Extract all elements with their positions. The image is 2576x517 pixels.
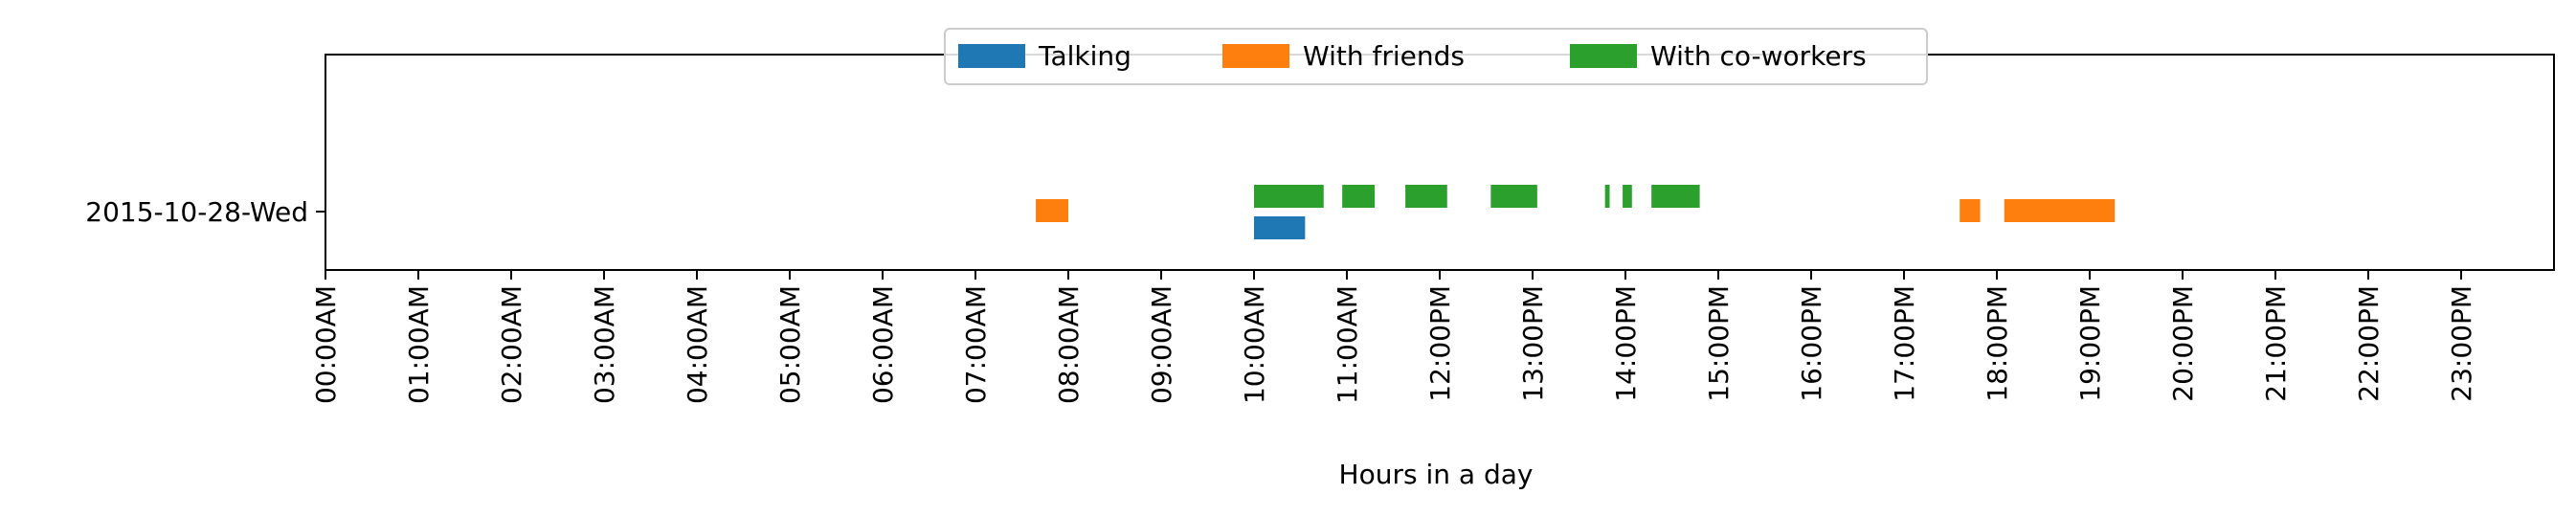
bar-with-friends-2 (2004, 199, 2116, 222)
bar-with-co-workers-4 (1604, 185, 1610, 208)
legend: Talking With friends With co-workers (944, 28, 1928, 85)
legend-items: Talking With friends With co-workers (958, 40, 1867, 72)
bar-with-co-workers-6 (1651, 185, 1700, 208)
y-axis: 2015-10-28-Wed (85, 196, 325, 228)
legend-swatch (1222, 44, 1289, 68)
x-tick-label: 14:00PM (1610, 285, 1642, 402)
bars-layer (1036, 185, 2116, 239)
x-tick-label: 15:00PM (1703, 285, 1735, 402)
bar-with-co-workers-2 (1405, 185, 1447, 208)
x-tick-label: 00:00AM (310, 285, 342, 404)
x-tick-label: 18:00PM (1982, 285, 2013, 402)
bar-with-co-workers-3 (1490, 185, 1537, 208)
x-tick-label: 08:00AM (1053, 285, 1085, 404)
x-axis-label: Hours in a day (1339, 459, 1534, 490)
x-tick-label: 10:00AM (1239, 285, 1270, 404)
x-tick-label: 13:00PM (1517, 285, 1549, 402)
x-tick-label: 07:00AM (960, 285, 992, 404)
x-tick-label: 23:00PM (2446, 285, 2477, 402)
x-tick-label: 21:00PM (2260, 285, 2292, 402)
legend-label: With friends (1303, 40, 1465, 72)
x-tick-label: 22:00PM (2353, 285, 2385, 402)
bar-with-co-workers-0 (1254, 185, 1324, 208)
legend-swatch (1570, 44, 1637, 68)
x-tick-label: 02:00AM (496, 285, 527, 404)
x-tick-label: 01:00AM (403, 285, 435, 404)
x-tick-label: 19:00PM (2074, 285, 2106, 402)
plot-frame (325, 54, 2555, 271)
bar-with-friends-1 (1960, 199, 1981, 222)
bar-with-co-workers-1 (1342, 185, 1376, 208)
bar-talking-0 (1254, 216, 1306, 239)
x-tick-label: 05:00AM (774, 285, 806, 404)
bar-with-friends-0 (1036, 199, 1068, 222)
x-tick-label: 17:00PM (1889, 285, 1920, 402)
x-tick-label: 12:00PM (1424, 285, 1456, 402)
x-tick-label: 09:00AM (1146, 285, 1177, 404)
x-axis: 00:00AM 01:00AM 02:00AM 03:00AM 04:00AM 05:00… (310, 270, 2477, 404)
x-tick-label: 20:00PM (2167, 285, 2199, 402)
x-tick-label: 04:00AM (682, 285, 713, 404)
y-tick-label: 2015-10-28-Wed (85, 196, 308, 228)
x-tick-label: 16:00PM (1796, 285, 1827, 402)
x-tick-label: 03:00AM (589, 285, 620, 404)
bar-with-co-workers-5 (1623, 185, 1632, 208)
legend-swatch (958, 44, 1025, 68)
legend-label: With co-workers (1650, 40, 1867, 72)
legend-frame (944, 28, 1928, 85)
x-tick-label: 06:00AM (867, 285, 899, 404)
legend-label: Talking (1038, 40, 1131, 72)
x-tick-label: 11:00AM (1332, 285, 1363, 404)
